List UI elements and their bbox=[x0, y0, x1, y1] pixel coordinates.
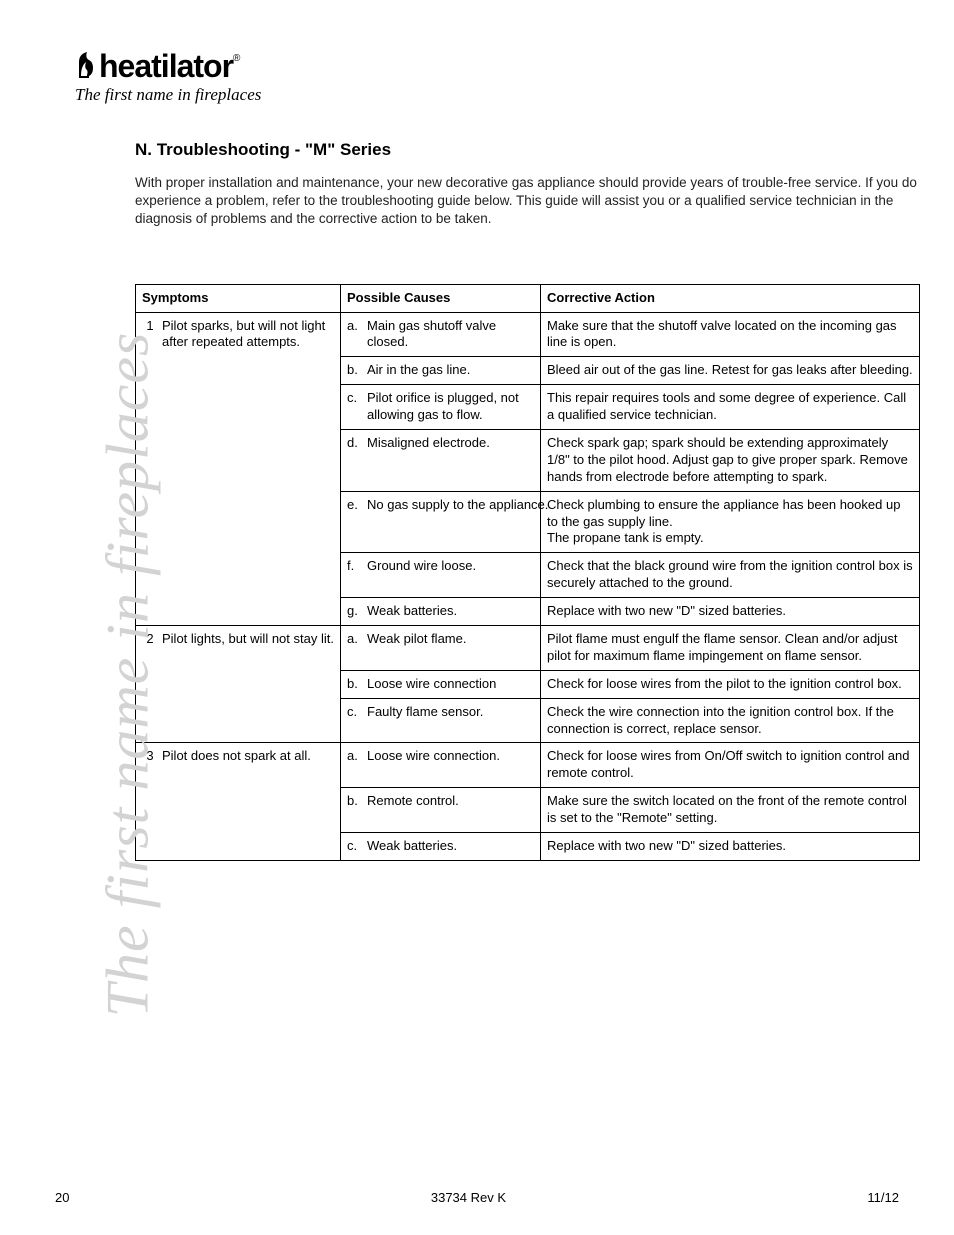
cause-label: c. bbox=[347, 838, 363, 855]
cause-text: Loose wire connection. bbox=[363, 748, 534, 765]
cause-text: Weak batteries. bbox=[363, 603, 534, 620]
symptom-text: Pilot sparks, but will not light after r… bbox=[158, 318, 334, 352]
cause-label: a. bbox=[347, 631, 363, 648]
logo-tagline: The first name in fireplaces bbox=[75, 86, 261, 103]
cause-label: b. bbox=[347, 793, 363, 810]
cause-cell: a.Loose wire connection. bbox=[341, 743, 541, 788]
symptom-cell: 2Pilot lights, but will not stay lit. bbox=[136, 626, 341, 743]
footer-date: 11/12 bbox=[867, 1190, 899, 1205]
cause-label: d. bbox=[347, 435, 363, 452]
cause-label: e. bbox=[347, 497, 363, 514]
action-cell: Replace with two new "D" sized batteries… bbox=[541, 598, 920, 626]
page-footer: 20 33734 Rev K 11/12 bbox=[55, 1190, 899, 1205]
cause-text: Loose wire connection bbox=[363, 676, 534, 693]
footer-page-number: 20 bbox=[55, 1190, 69, 1205]
cause-label: a. bbox=[347, 318, 363, 352]
symptom-number: 1 bbox=[142, 318, 158, 352]
cause-cell: g.Weak batteries. bbox=[341, 598, 541, 626]
intro-paragraph: With proper installation and maintenance… bbox=[135, 174, 920, 229]
action-cell: Make sure that the shutoff valve located… bbox=[541, 312, 920, 357]
cause-text: Weak batteries. bbox=[363, 838, 534, 855]
cause-label: c. bbox=[347, 390, 363, 424]
registered-mark: ® bbox=[233, 54, 240, 64]
brand-logo: heatilator ® The first name in fireplace… bbox=[75, 50, 261, 103]
action-cell: Replace with two new "D" sized batteries… bbox=[541, 833, 920, 861]
cause-label: c. bbox=[347, 704, 363, 721]
symptom-number: 2 bbox=[142, 631, 158, 648]
action-cell: Check spark gap; spark should be extendi… bbox=[541, 430, 920, 492]
cause-cell: c.Faulty flame sensor. bbox=[341, 698, 541, 743]
troubleshooting-table: Symptoms Possible Causes Corrective Acti… bbox=[135, 284, 920, 861]
cause-text: Air in the gas line. bbox=[363, 362, 534, 379]
cause-label: f. bbox=[347, 558, 363, 575]
table-row: 1Pilot sparks, but will not light after … bbox=[136, 312, 920, 357]
action-cell: Check the wire connection into the ignit… bbox=[541, 698, 920, 743]
action-cell: Check for loose wires from On/Off switch… bbox=[541, 743, 920, 788]
cause-text: Ground wire loose. bbox=[363, 558, 534, 575]
action-cell: Make sure the switch located on the fron… bbox=[541, 788, 920, 833]
action-cell: Pilot flame must engulf the flame sensor… bbox=[541, 626, 920, 671]
section-heading: N. Troubleshooting - "M" Series bbox=[135, 140, 920, 160]
action-cell: This repair requires tools and some degr… bbox=[541, 385, 920, 430]
cause-cell: c.Weak batteries. bbox=[341, 833, 541, 861]
symptom-text: Pilot lights, but will not stay lit. bbox=[158, 631, 334, 648]
cause-cell: c.Pilot orifice is plugged, not allowing… bbox=[341, 385, 541, 430]
cause-cell: b.Loose wire connection bbox=[341, 670, 541, 698]
action-cell: Bleed air out of the gas line. Retest fo… bbox=[541, 357, 920, 385]
cause-label: b. bbox=[347, 362, 363, 379]
cause-cell: f.Ground wire loose. bbox=[341, 553, 541, 598]
cause-label: b. bbox=[347, 676, 363, 693]
table-row: 2Pilot lights, but will not stay lit. a.W… bbox=[136, 626, 920, 671]
cause-text: Faulty flame sensor. bbox=[363, 704, 534, 721]
cause-text: No gas supply to the appliance. bbox=[363, 497, 548, 514]
cause-cell: b.Air in the gas line. bbox=[341, 357, 541, 385]
cause-cell: e.No gas supply to the appliance. bbox=[341, 491, 541, 553]
col-header-causes: Possible Causes bbox=[341, 284, 541, 312]
symptom-number: 3 bbox=[142, 748, 158, 765]
cause-label: a. bbox=[347, 748, 363, 765]
action-cell: Check for loose wires from the pilot to … bbox=[541, 670, 920, 698]
col-header-symptoms: Symptoms bbox=[136, 284, 341, 312]
cause-text: Weak pilot flame. bbox=[363, 631, 534, 648]
logo-wordmark: heatilator bbox=[99, 50, 233, 82]
action-cell: Check plumbing to ensure the appliance h… bbox=[541, 491, 920, 553]
cause-cell: a.Weak pilot flame. bbox=[341, 626, 541, 671]
action-cell: Check that the black ground wire from th… bbox=[541, 553, 920, 598]
col-header-action: Corrective Action bbox=[541, 284, 920, 312]
symptom-cell: 3Pilot does not spark at all. bbox=[136, 743, 341, 860]
cause-cell: b.Remote control. bbox=[341, 788, 541, 833]
cause-text: Remote control. bbox=[363, 793, 534, 810]
flame-icon bbox=[75, 50, 101, 84]
cause-text: Misaligned electrode. bbox=[363, 435, 534, 452]
cause-text: Pilot orifice is plugged, not allowing g… bbox=[363, 390, 534, 424]
footer-doc-id: 33734 Rev K bbox=[431, 1190, 506, 1205]
cause-text: Main gas shutoff valve closed. bbox=[363, 318, 534, 352]
cause-cell: d.Misaligned electrode. bbox=[341, 430, 541, 492]
symptom-cell: 1Pilot sparks, but will not light after … bbox=[136, 312, 341, 625]
symptom-text: Pilot does not spark at all. bbox=[158, 748, 334, 765]
cause-cell: a.Main gas shutoff valve closed. bbox=[341, 312, 541, 357]
table-row: 3Pilot does not spark at all. a.Loose wir… bbox=[136, 743, 920, 788]
cause-label: g. bbox=[347, 603, 363, 620]
